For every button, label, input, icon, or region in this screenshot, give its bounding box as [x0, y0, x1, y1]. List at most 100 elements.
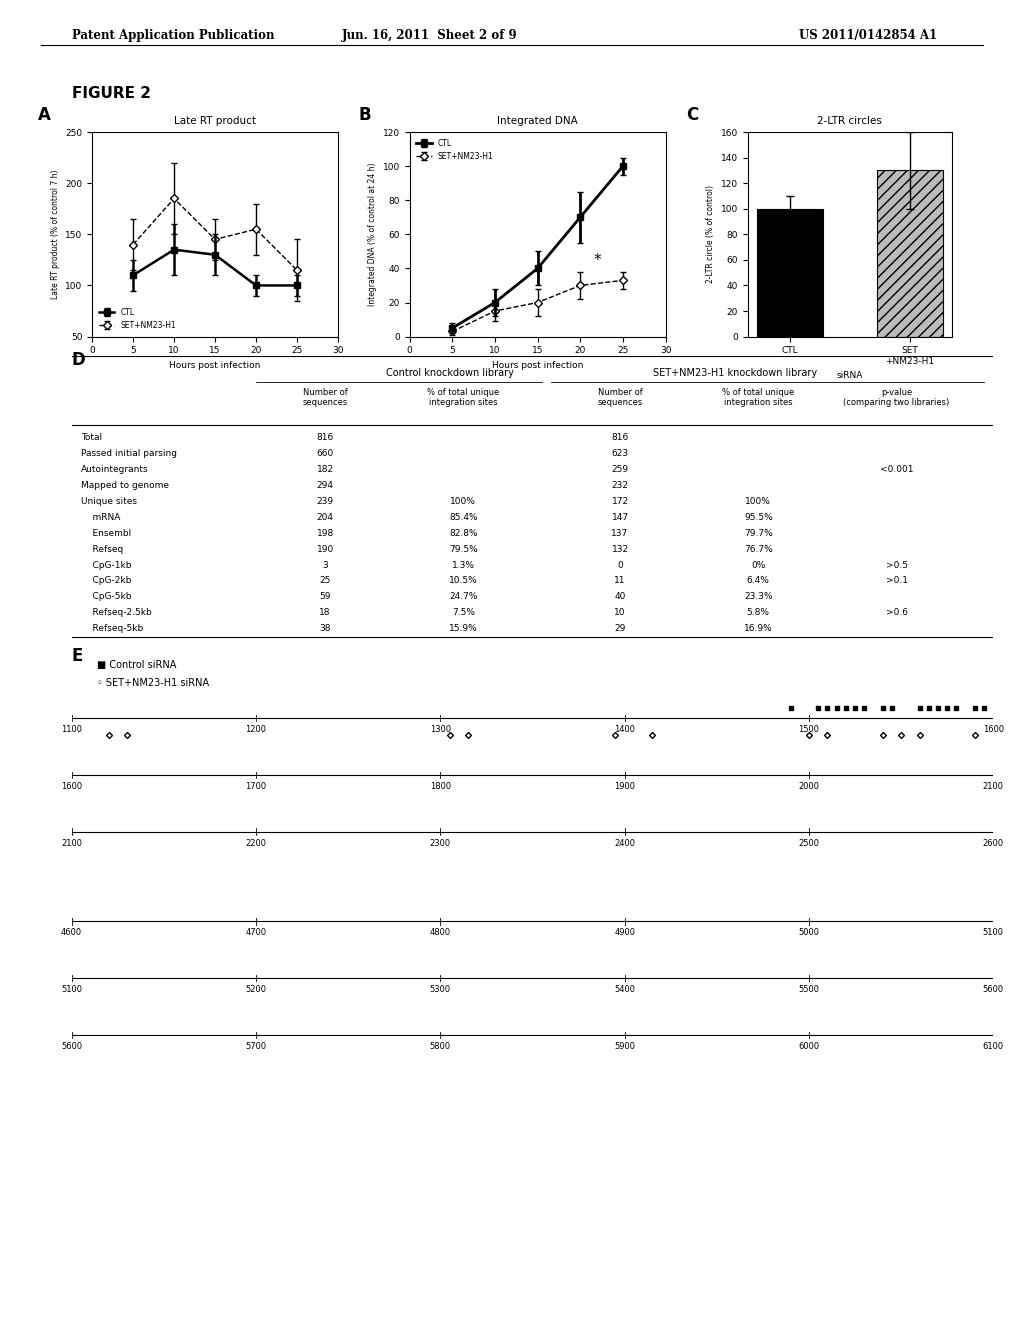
Text: 11: 11	[614, 577, 626, 586]
Text: 85.4%: 85.4%	[450, 512, 477, 521]
Text: 259: 259	[611, 465, 629, 474]
Text: 1300: 1300	[430, 725, 451, 734]
Text: 79.7%: 79.7%	[743, 528, 773, 537]
Text: 137: 137	[611, 528, 629, 537]
Text: mRNA: mRNA	[81, 512, 120, 521]
Text: 4600: 4600	[61, 928, 82, 937]
Text: 82.8%: 82.8%	[450, 528, 477, 537]
Legend: CTL, SET+NM23-H1: CTL, SET+NM23-H1	[414, 136, 497, 164]
Title: Integrated DNA: Integrated DNA	[498, 116, 578, 125]
Text: FIGURE 2: FIGURE 2	[72, 86, 151, 100]
Text: 1100: 1100	[61, 725, 82, 734]
Text: 5100: 5100	[983, 928, 1004, 937]
X-axis label: Hours post infection: Hours post infection	[169, 360, 261, 370]
Text: 18: 18	[319, 609, 331, 618]
Title: Late RT product: Late RT product	[174, 116, 256, 125]
Text: 1600: 1600	[61, 781, 82, 791]
Text: 16.9%: 16.9%	[743, 624, 773, 634]
Text: 5700: 5700	[246, 1041, 266, 1051]
Text: 59: 59	[319, 593, 331, 602]
Text: Total: Total	[81, 433, 102, 442]
Text: 2200: 2200	[246, 838, 266, 847]
Text: Autointegrants: Autointegrants	[81, 465, 148, 474]
Text: 1200: 1200	[246, 725, 266, 734]
Text: 239: 239	[316, 496, 334, 506]
Text: Mapped to genome: Mapped to genome	[81, 480, 169, 490]
Text: 2400: 2400	[614, 838, 635, 847]
Text: 623: 623	[611, 449, 629, 458]
Text: 95.5%: 95.5%	[743, 512, 773, 521]
Text: 5.8%: 5.8%	[746, 609, 770, 618]
Text: 25: 25	[319, 577, 331, 586]
Text: 79.5%: 79.5%	[449, 545, 478, 553]
Text: 172: 172	[611, 496, 629, 506]
Text: 2100: 2100	[61, 838, 82, 847]
Text: 38: 38	[319, 624, 331, 634]
Text: 1400: 1400	[614, 725, 635, 734]
Text: >0.5: >0.5	[886, 561, 907, 569]
Text: 5200: 5200	[246, 985, 266, 994]
Text: 182: 182	[316, 465, 334, 474]
Title: 2-LTR circles: 2-LTR circles	[817, 116, 883, 125]
Text: 5000: 5000	[799, 928, 819, 937]
Text: CpG-1kb: CpG-1kb	[81, 561, 131, 569]
Text: 2000: 2000	[799, 781, 819, 791]
Text: 5900: 5900	[614, 1041, 635, 1051]
Text: 0: 0	[617, 561, 623, 569]
Text: *: *	[594, 253, 601, 268]
Text: 40: 40	[614, 593, 626, 602]
Text: 3: 3	[323, 561, 328, 569]
Text: 2100: 2100	[983, 781, 1004, 791]
Text: 204: 204	[316, 512, 334, 521]
Text: 100%: 100%	[745, 496, 771, 506]
Text: 23.3%: 23.3%	[744, 593, 772, 602]
Text: 660: 660	[316, 449, 334, 458]
Text: 4800: 4800	[430, 928, 451, 937]
Text: % of total unique
integration sites: % of total unique integration sites	[722, 388, 795, 407]
Text: Ensembl: Ensembl	[81, 528, 131, 537]
Text: 147: 147	[611, 512, 629, 521]
X-axis label: Hours post infection: Hours post infection	[492, 360, 584, 370]
Y-axis label: Late RT product (% of control 7 h): Late RT product (% of control 7 h)	[50, 169, 59, 300]
Text: 24.7%: 24.7%	[450, 593, 477, 602]
Text: 1700: 1700	[246, 781, 266, 791]
Text: 76.7%: 76.7%	[743, 545, 773, 553]
Y-axis label: Integrated DNA (% of control at 24 h): Integrated DNA (% of control at 24 h)	[368, 162, 377, 306]
Text: 190: 190	[316, 545, 334, 553]
Text: Number of
sequences: Number of sequences	[302, 388, 348, 407]
Text: 1500: 1500	[799, 725, 819, 734]
Text: 2600: 2600	[983, 838, 1004, 847]
Text: Passed initial parsing: Passed initial parsing	[81, 449, 177, 458]
Text: Control knockdown library: Control knockdown library	[386, 368, 513, 378]
Text: 0%: 0%	[751, 561, 766, 569]
Text: B: B	[358, 106, 371, 124]
Text: 5500: 5500	[799, 985, 819, 994]
Text: 15.9%: 15.9%	[449, 624, 478, 634]
X-axis label: siRNA: siRNA	[837, 371, 863, 380]
Text: 10: 10	[614, 609, 626, 618]
Text: >0.1: >0.1	[886, 577, 907, 586]
Text: 6000: 6000	[799, 1041, 819, 1051]
Text: >0.6: >0.6	[886, 609, 907, 618]
Text: p-value
(comparing two libraries): p-value (comparing two libraries)	[844, 388, 949, 407]
Text: Patent Application Publication: Patent Application Publication	[72, 29, 274, 42]
Text: 5100: 5100	[61, 985, 82, 994]
Text: 2500: 2500	[799, 838, 819, 847]
Text: 198: 198	[316, 528, 334, 537]
Text: 816: 816	[316, 433, 334, 442]
Text: 1600: 1600	[983, 725, 1004, 734]
Text: 10.5%: 10.5%	[449, 577, 478, 586]
Text: 232: 232	[611, 480, 629, 490]
Text: 1.3%: 1.3%	[452, 561, 475, 569]
Text: C: C	[686, 106, 698, 124]
Text: Refseq: Refseq	[81, 545, 123, 553]
Text: 294: 294	[316, 480, 334, 490]
Text: 6100: 6100	[983, 1041, 1004, 1051]
Text: <0.001: <0.001	[880, 465, 913, 474]
Y-axis label: 2-LTR circle (% of control): 2-LTR circle (% of control)	[706, 185, 715, 284]
Text: E: E	[72, 647, 83, 665]
Text: 5300: 5300	[430, 985, 451, 994]
Text: Number of
sequences: Number of sequences	[597, 388, 643, 407]
Text: 1800: 1800	[430, 781, 451, 791]
Legend: CTL, SET+NM23-H1: CTL, SET+NM23-H1	[96, 305, 179, 333]
